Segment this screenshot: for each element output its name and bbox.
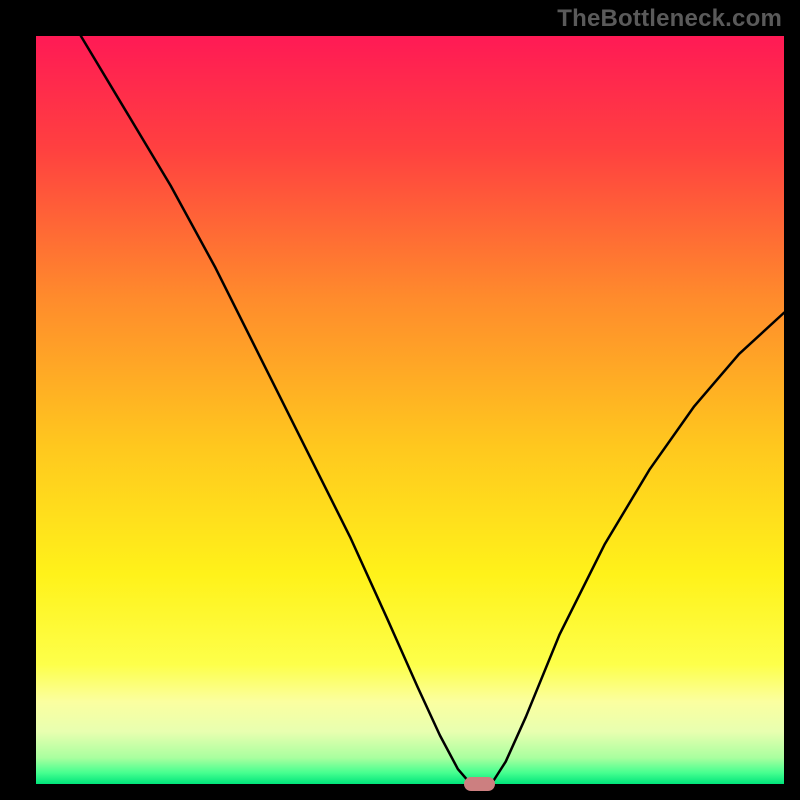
optimal-marker bbox=[464, 777, 495, 790]
curve-path bbox=[81, 36, 784, 784]
plot-area bbox=[36, 36, 784, 784]
bottleneck-chart: TheBottleneck.com bbox=[0, 0, 800, 800]
bottleneck-curve bbox=[36, 36, 784, 784]
watermark-text: TheBottleneck.com bbox=[557, 5, 782, 33]
